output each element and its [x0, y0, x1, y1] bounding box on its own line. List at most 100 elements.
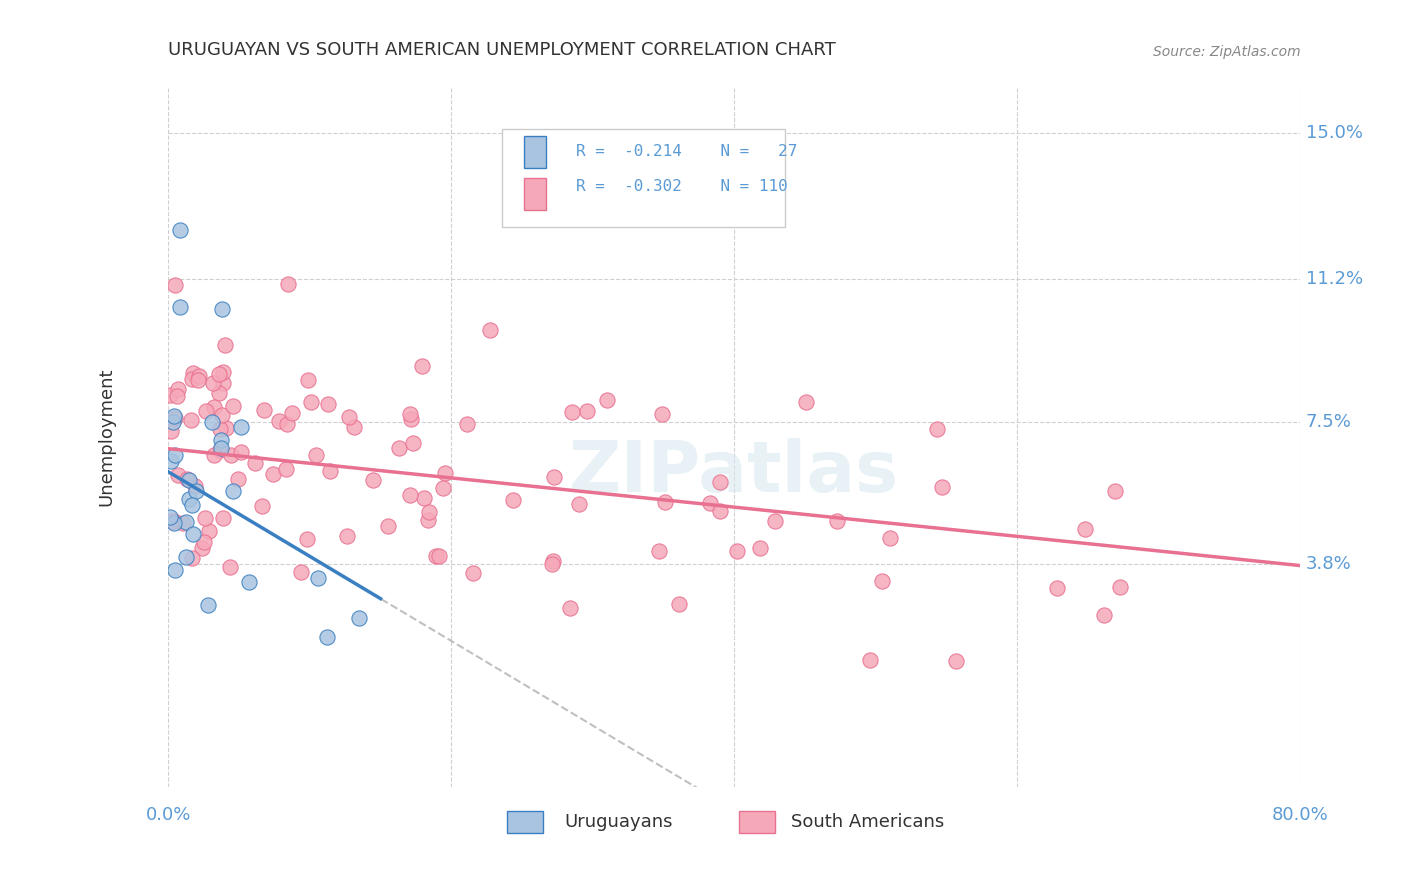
Point	[648, 543, 671, 558]
Point	[181, 366, 204, 380]
Point	[725, 543, 748, 558]
Point	[541, 554, 564, 568]
Point	[208, 386, 231, 401]
Text: ZIPatlas: ZIPatlas	[569, 438, 900, 507]
Point	[411, 359, 433, 373]
Point	[211, 302, 233, 317]
Point	[165, 449, 187, 463]
Point	[209, 433, 232, 447]
Point	[187, 373, 209, 387]
Point	[349, 611, 371, 625]
Point	[208, 367, 231, 381]
Point	[1109, 580, 1132, 594]
Point	[252, 499, 274, 513]
Point	[432, 482, 454, 496]
Point	[194, 404, 217, 418]
Point	[316, 397, 339, 411]
Point	[214, 338, 236, 352]
Point	[749, 541, 772, 555]
Point	[180, 550, 202, 565]
Point	[181, 498, 204, 512]
Point	[218, 559, 240, 574]
FancyBboxPatch shape	[738, 811, 775, 833]
Point	[297, 373, 319, 387]
Point	[413, 491, 436, 505]
Text: Source: ZipAtlas.com: Source: ZipAtlas.com	[1153, 45, 1301, 59]
Point	[1074, 522, 1097, 536]
Point	[1104, 483, 1126, 498]
Point	[825, 515, 848, 529]
Point	[163, 516, 186, 531]
Point	[363, 473, 385, 487]
Point	[945, 654, 967, 668]
Text: 0.0%: 0.0%	[146, 806, 191, 824]
Point	[166, 389, 188, 403]
Point	[295, 533, 318, 547]
Text: Unemployment: Unemployment	[97, 368, 115, 507]
Point	[377, 519, 399, 533]
Point	[699, 496, 721, 510]
Point	[201, 376, 224, 390]
Point	[794, 395, 817, 409]
Point	[651, 408, 673, 422]
FancyBboxPatch shape	[524, 178, 546, 211]
Point	[709, 475, 731, 490]
Point	[276, 417, 298, 431]
Point	[159, 388, 181, 402]
Point	[181, 526, 204, 541]
Point	[399, 407, 422, 421]
FancyBboxPatch shape	[502, 129, 785, 227]
Point	[221, 400, 243, 414]
Point	[179, 473, 201, 487]
Point	[173, 516, 195, 531]
Point	[202, 400, 225, 414]
Point	[167, 382, 190, 396]
Point	[281, 406, 304, 420]
Point	[188, 368, 211, 383]
Point	[315, 630, 337, 644]
Point	[543, 470, 565, 484]
Point	[307, 571, 329, 585]
Point	[191, 541, 214, 556]
Point	[166, 468, 188, 483]
Point	[418, 505, 440, 519]
Point	[160, 453, 183, 467]
Text: R =  -0.302    N = 110: R = -0.302 N = 110	[576, 179, 787, 194]
Point	[576, 404, 599, 418]
Point	[209, 443, 232, 458]
Point	[209, 422, 232, 436]
Point	[427, 549, 450, 563]
Point	[245, 456, 267, 470]
Point	[399, 412, 422, 426]
Point	[561, 405, 583, 419]
Point	[763, 514, 786, 528]
FancyBboxPatch shape	[506, 811, 543, 833]
Point	[229, 445, 252, 459]
Point	[931, 480, 953, 494]
Point	[183, 478, 205, 492]
Point	[202, 448, 225, 462]
Point	[174, 515, 197, 529]
Point	[596, 392, 619, 407]
Point	[558, 600, 581, 615]
Text: R =  -0.214    N =   27: R = -0.214 N = 27	[576, 145, 797, 159]
Point	[342, 419, 364, 434]
Point	[277, 277, 299, 291]
Point	[181, 371, 204, 385]
Point	[668, 597, 690, 611]
Point	[879, 531, 901, 545]
Point	[197, 599, 219, 613]
Point	[709, 504, 731, 518]
Point	[209, 441, 232, 455]
Point	[197, 524, 219, 538]
Point	[212, 365, 235, 379]
Point	[290, 565, 312, 579]
Point	[541, 557, 564, 571]
Point	[425, 549, 447, 563]
Point	[336, 529, 359, 543]
Point	[654, 495, 676, 509]
Point	[318, 464, 340, 478]
Point	[267, 414, 290, 428]
Text: Uruguayans: Uruguayans	[564, 814, 673, 831]
Point	[212, 511, 235, 525]
